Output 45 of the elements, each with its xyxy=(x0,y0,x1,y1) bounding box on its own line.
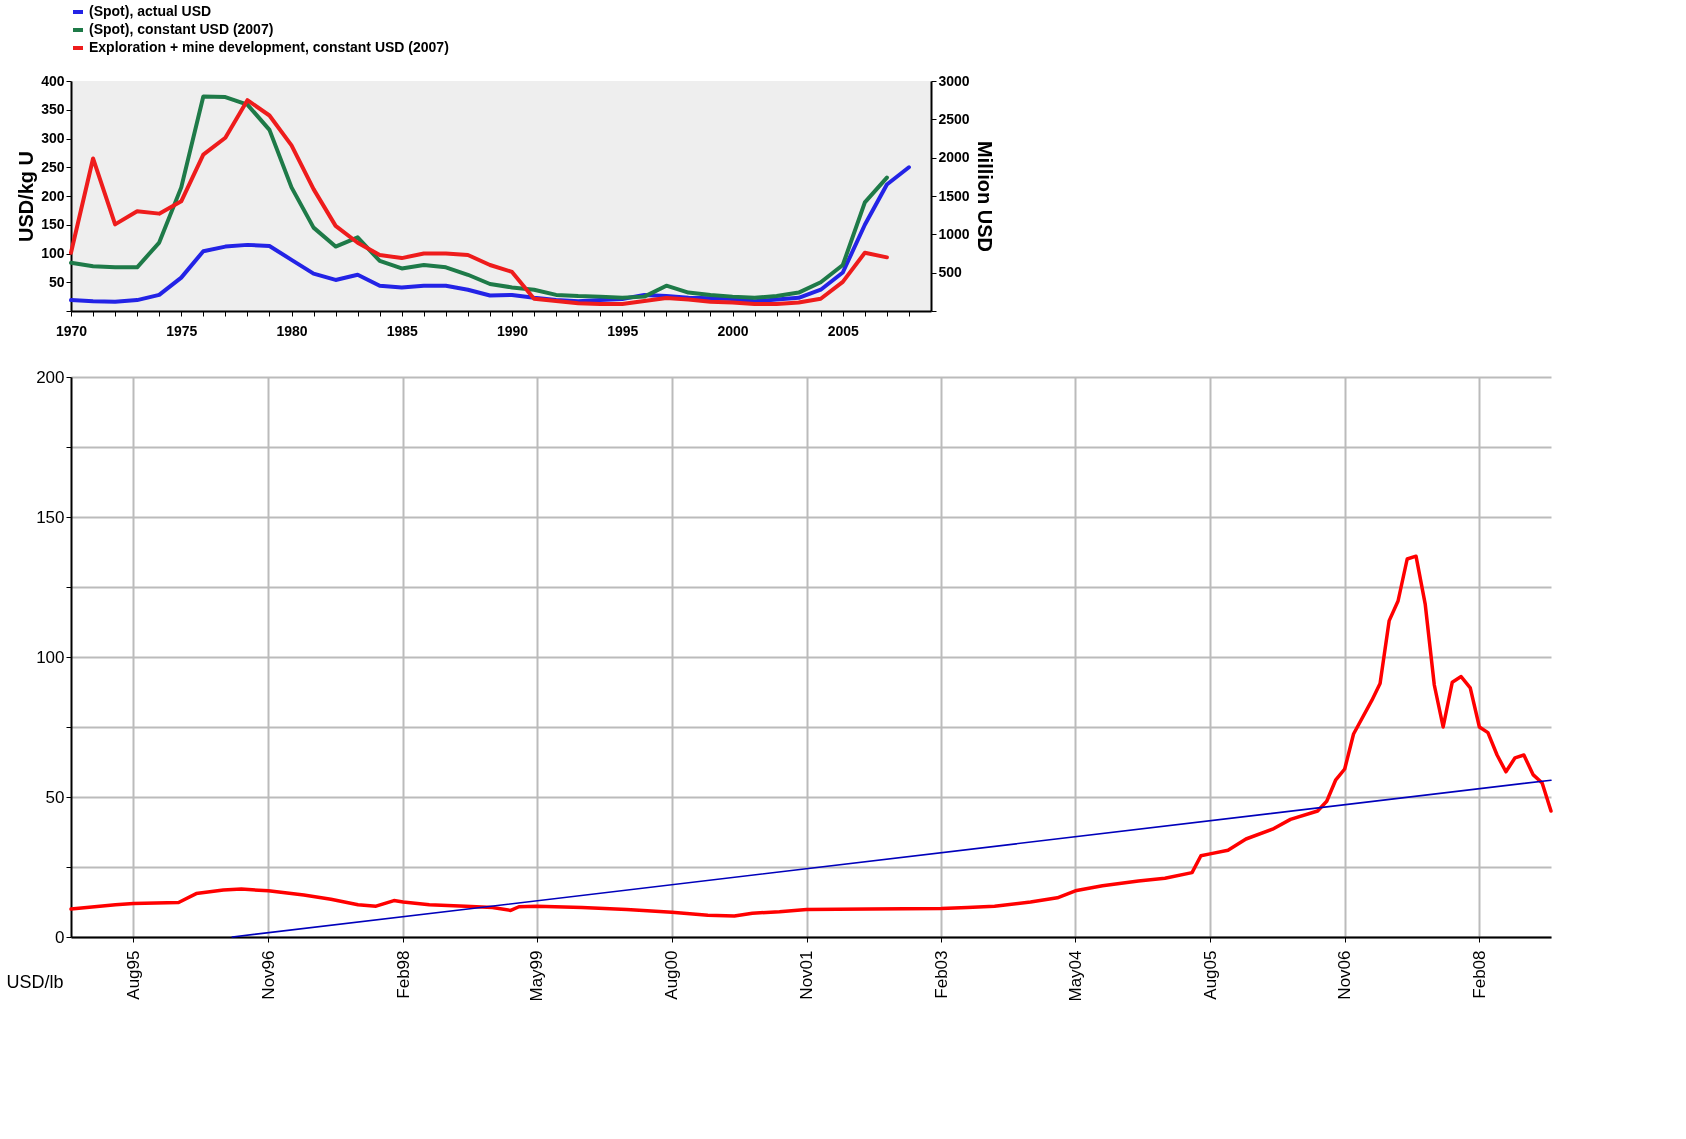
y-axis-title: USD/lb xyxy=(6,971,64,992)
y2-axis-title: Million USD xyxy=(973,140,996,253)
x-tick-label: 1995 xyxy=(607,322,639,339)
x-tick-label: Nov01 xyxy=(797,950,817,1000)
y2-tick-label: 3000 xyxy=(938,72,970,89)
legend-label: Exploration + mine development, constant USD (2007) xyxy=(89,39,449,55)
y2-tick-label: 2000 xyxy=(938,149,970,166)
y-tick-label: 200 xyxy=(41,187,65,204)
x-tick-label: Aug05 xyxy=(1200,950,1220,1000)
x-tick-label: Nov06 xyxy=(1335,950,1355,1000)
x-tick-label: 1975 xyxy=(166,322,198,339)
y-tick-label: 250 xyxy=(41,158,65,175)
x-tick-label: Feb98 xyxy=(393,950,413,999)
y-tick-label: 50 xyxy=(45,787,65,807)
legend-label: (Spot), actual USD xyxy=(89,3,212,19)
y-tick-label: 100 xyxy=(36,647,65,667)
y-tick-label: 300 xyxy=(41,130,65,146)
x-tick-label: 2005 xyxy=(827,322,860,339)
y-tick-label: 400 xyxy=(41,72,65,89)
x-tick-label: Nov96 xyxy=(258,950,278,1000)
x-tick-label: 1985 xyxy=(386,322,419,339)
y-tick-label: 200 xyxy=(36,367,65,387)
x-tick-label: 2000 xyxy=(717,322,749,339)
y2-tick-label: 1000 xyxy=(938,225,970,242)
legend-label: (Spot), constant USD (2007) xyxy=(89,21,274,37)
y-tick-label: 100 xyxy=(41,245,65,261)
y2-tick-label: 1500 xyxy=(938,187,970,204)
y-tick-label: 150 xyxy=(36,507,65,527)
y-tick-label: 50 xyxy=(48,273,65,290)
x-tick-label: Feb08 xyxy=(1469,950,1489,999)
x-tick-label: May99 xyxy=(527,950,547,1002)
y-axis-title: USD/kg U xyxy=(15,150,38,243)
line-series xyxy=(69,554,1553,918)
x-tick-label: 1990 xyxy=(496,322,529,339)
y-tick-label: 0 xyxy=(55,927,65,947)
x-tick-label: 1970 xyxy=(55,322,88,339)
x-tick-label: 1980 xyxy=(276,322,308,339)
y2-tick-label: 2500 xyxy=(938,110,970,127)
y-tick-label: 150 xyxy=(41,216,65,233)
y2-tick-label: 500 xyxy=(938,264,963,281)
x-tick-label: Aug95 xyxy=(123,950,143,1000)
x-tick-label: Aug00 xyxy=(662,950,682,1000)
y-tick-label: 350 xyxy=(41,101,65,118)
x-tick-label: May04 xyxy=(1065,950,1085,1002)
x-tick-label: Feb03 xyxy=(931,950,951,999)
